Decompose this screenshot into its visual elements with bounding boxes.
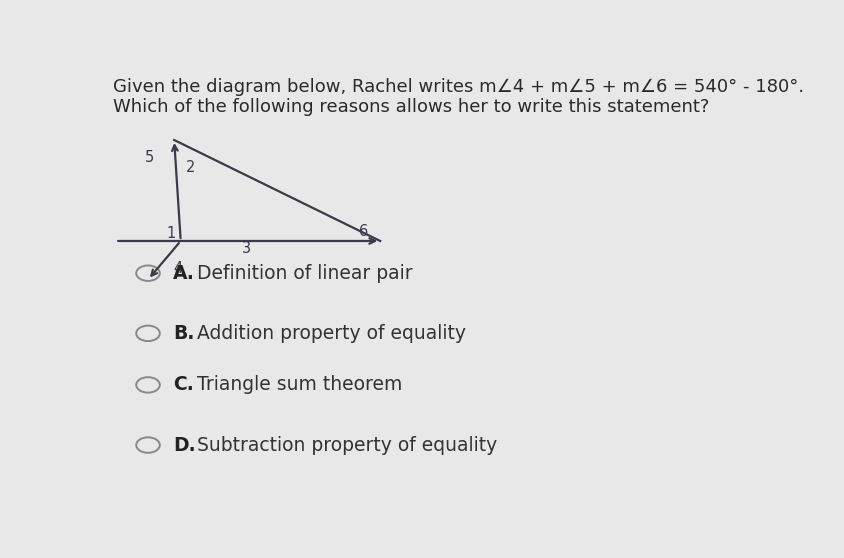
Text: Triangle sum theorem: Triangle sum theorem (197, 376, 403, 395)
Text: D.: D. (173, 436, 196, 455)
Text: 2: 2 (186, 161, 195, 175)
Text: Addition property of equality: Addition property of equality (197, 324, 466, 343)
Text: Given the diagram below, Rachel writes m∠4 + m∠5 + m∠6 = 540° - 180°.: Given the diagram below, Rachel writes m… (113, 78, 804, 96)
Text: 6: 6 (360, 224, 369, 239)
Text: Which of the following reasons allows her to write this statement?: Which of the following reasons allows he… (113, 98, 710, 116)
Text: Subtraction property of equality: Subtraction property of equality (197, 436, 497, 455)
Text: Definition of linear pair: Definition of linear pair (197, 264, 413, 283)
Text: 5: 5 (144, 150, 154, 165)
Text: A.: A. (173, 264, 195, 283)
Text: 3: 3 (241, 241, 251, 256)
Text: C.: C. (173, 376, 193, 395)
Text: B.: B. (173, 324, 194, 343)
Text: 4: 4 (173, 261, 182, 276)
Text: 1: 1 (166, 226, 176, 240)
